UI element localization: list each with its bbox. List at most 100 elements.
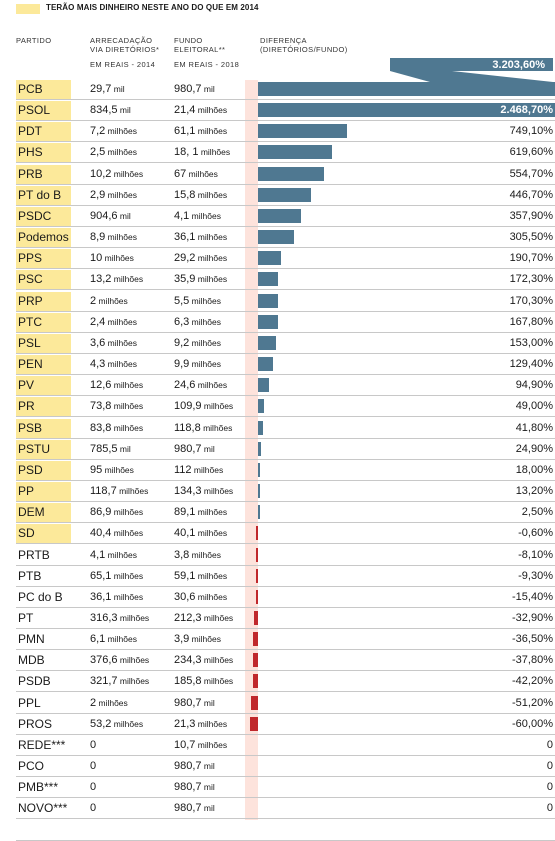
arrecadacao-value: 4,1 milhões: [90, 549, 137, 561]
table-row: MDB 376,6 milhões 234,3 milhões -37,80%: [16, 650, 555, 672]
arrecadacao-value-unit: milhões: [96, 697, 128, 708]
arrecadacao-value-number: 0: [90, 760, 97, 773]
table-row: PRB 10,2 milhões 67 milhões 554,70%: [16, 164, 555, 185]
fundo-value-unit: milhões: [201, 401, 234, 412]
highlight-marker: [16, 397, 71, 417]
fundo-value-number: 6,3: [174, 315, 190, 328]
table-row: PSB 83,8 milhões 118,8 milhões 41,80%: [16, 418, 555, 439]
arrecadacao-value-unit: milhões: [105, 232, 137, 243]
party-name: PTB: [18, 568, 42, 583]
arrecadacao-value-number: 2: [90, 294, 97, 307]
arrecadacao-value-number: 65,1: [90, 569, 112, 582]
fundo-value: 61,1 milhões: [174, 125, 227, 137]
arrecadacao-value-unit: milhões: [105, 549, 137, 560]
difference-bar: [258, 462, 261, 477]
row-divider: [16, 374, 555, 376]
fundo-value: 9,9 milhões: [174, 358, 221, 370]
highlight-marker: [16, 333, 71, 353]
fundo-value-unit: milhões: [189, 210, 221, 221]
difference-bar: [258, 441, 261, 456]
party-name: PCO: [18, 759, 45, 774]
highlight-marker: [16, 460, 71, 480]
highlight-marker: [16, 143, 71, 163]
header-fundo-unit: EM REAIS - 2018: [174, 60, 240, 69]
difference-bar: [258, 335, 277, 350]
difference-label: 167,80%: [509, 315, 553, 328]
arrecadacao-value: 2 milhões: [90, 295, 128, 307]
fundo-value: 118,8 milhões: [174, 422, 232, 434]
arrecadacao-value-unit: milhões: [105, 147, 137, 158]
arrecadacao-value-unit: milhões: [116, 486, 149, 497]
difference-label: -32,90%: [512, 612, 553, 624]
arrecadacao-value-number: 13,2: [90, 273, 112, 286]
fundo-value-unit: mil: [201, 443, 215, 454]
difference-bar: [258, 82, 555, 96]
fundo-value: 5,5 milhões: [174, 295, 221, 307]
arrecadacao-value-number: 10,2: [90, 167, 112, 180]
table-row: PSL 3,6 milhões 9,2 milhões 153,00%: [16, 333, 555, 354]
table-row: PSDB 321,7 milhões 185,8 milhões -42,20%: [16, 671, 555, 693]
fundo-value-number: 4,1: [174, 209, 190, 222]
party-name: REDE***: [18, 737, 66, 752]
top-value-label: 3.203,60%: [492, 59, 545, 71]
highlight-marker: [16, 418, 71, 438]
fundo-value-number: 67: [174, 167, 187, 180]
arrecadacao-value-unit: milhões: [111, 401, 144, 412]
arrecadacao-value: 2 milhões: [90, 697, 128, 709]
row-divider: [16, 564, 555, 566]
highlight-marker: [16, 206, 71, 226]
fundo-value: 3,8 milhões: [174, 549, 221, 561]
arrecadacao-value: 376,6 milhões: [90, 654, 149, 666]
fundo-value: 36,1 milhões: [174, 231, 227, 243]
table-row: PMN 6,1 milhões 3,9 milhões -36,50%: [16, 629, 555, 651]
arrecadacao-value-number: 53,2: [90, 717, 112, 730]
fundo-value-unit: milhões: [201, 676, 234, 687]
arrecadacao-value-unit: milhões: [117, 676, 150, 687]
fundo-value-number: 21,4: [174, 104, 196, 117]
difference-label: 749,10%: [509, 125, 553, 138]
arrecadacao-value-number: 2: [90, 696, 97, 709]
row-divider: [16, 310, 555, 312]
fundo-value-unit: mil: [201, 697, 215, 708]
fundo-value-unit: milhões: [195, 718, 228, 729]
highlight-marker: [16, 80, 71, 99]
arrecadacao-value-number: 12,6: [90, 379, 112, 392]
fundo-value: 980,7 mil: [174, 781, 215, 793]
difference-bar: [258, 230, 295, 245]
arrecadacao-value-unit: mil: [117, 443, 131, 454]
table-row: Podemos 8,9 milhões 36,1 milhões 305,50%: [16, 227, 555, 249]
arrecadacao-value-number: 118,7: [90, 485, 117, 498]
row-divider: [16, 522, 555, 524]
party-name: PPL: [18, 695, 41, 710]
difference-bar: [256, 526, 258, 541]
difference-label: -42,20%: [512, 675, 553, 688]
table-row: PSDC 904,6 mil 4,1 milhões 357,90%: [16, 206, 555, 227]
row-divider: [16, 395, 555, 397]
party-name: PSB: [18, 420, 43, 435]
fundo-value-unit: milhões: [195, 739, 228, 750]
party-name: NOVO***: [18, 801, 68, 816]
row-divider: [16, 204, 555, 206]
difference-bar: [258, 293, 279, 308]
party-name: PP: [18, 484, 35, 499]
arrecadacao-value-unit: milhões: [105, 126, 137, 137]
arrecadacao-value-number: 0: [90, 802, 97, 815]
party-name: PV: [18, 378, 35, 393]
fundo-value-number: 61,1: [174, 125, 196, 138]
difference-bar: [258, 484, 260, 499]
row-divider: [16, 225, 555, 227]
fundo-value-unit: milhões: [195, 528, 228, 539]
difference-bar: [258, 420, 263, 435]
arrecadacao-value-number: 29,7: [90, 83, 112, 95]
fundo-value: 980,7 mil: [174, 443, 215, 455]
arrecadacao-value: 785,5 mil: [90, 443, 131, 455]
arrecadacao-value: 36,1 milhões: [90, 591, 143, 603]
arrecadacao-value-number: 4,1: [90, 548, 106, 561]
row-divider: [16, 712, 555, 714]
difference-label: 2,50%: [521, 506, 553, 519]
arrecadacao-value: 13,2 milhões: [90, 273, 143, 285]
fundo-value-unit: milhões: [195, 232, 228, 243]
fundo-value-unit: milhões: [195, 126, 228, 137]
highlight-marker: [16, 270, 71, 290]
table-row: PROS 53,2 milhões 21,3 milhões -60,00%: [16, 714, 555, 735]
